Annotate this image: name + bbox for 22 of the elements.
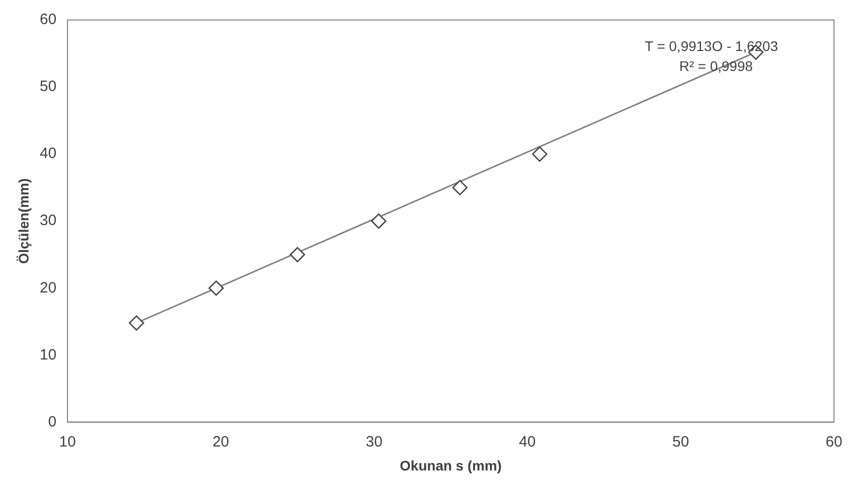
point <box>532 146 548 162</box>
x-tick-label: 20 <box>212 433 230 450</box>
y-tick-label: 0 <box>48 413 56 430</box>
point <box>290 246 306 262</box>
y-tick-label: 60 <box>40 11 56 28</box>
point <box>371 213 386 229</box>
x-tick-label: 30 <box>366 433 382 450</box>
point <box>208 280 224 296</box>
y-tick-label: 50 <box>40 78 56 96</box>
point <box>128 315 144 331</box>
annotation: T = 0,9913O - 1,6203 <box>644 38 778 54</box>
y-axis-title: Ölçülen(mm) <box>15 178 32 264</box>
x-tick-label: 10 <box>59 433 76 450</box>
x-tick-label: 60 <box>826 433 842 450</box>
y-tick-label: 10 <box>40 346 56 364</box>
x-tick-label: 50 <box>672 433 690 450</box>
point <box>452 180 468 196</box>
x-tick-label: 40 <box>519 433 536 450</box>
y-tick-label: 20 <box>40 279 56 296</box>
x-axis-title: Okunan s (mm) <box>400 457 502 474</box>
y-tick-label: 30 <box>40 212 56 230</box>
y-tick-label: 40 <box>40 145 56 162</box>
